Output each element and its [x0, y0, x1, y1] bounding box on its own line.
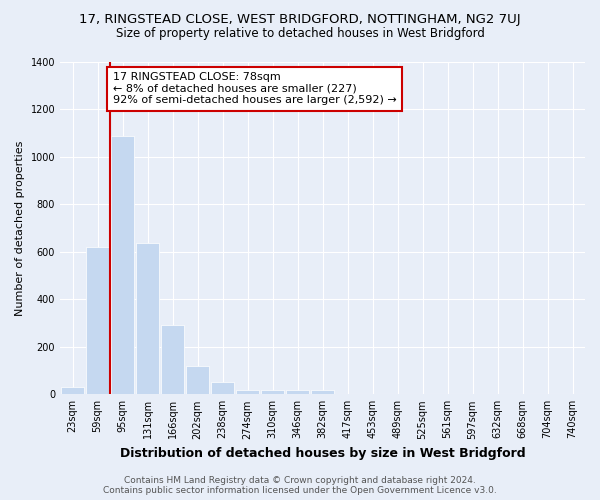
Bar: [211, 382, 235, 394]
Bar: [286, 390, 310, 394]
Bar: [110, 136, 134, 394]
X-axis label: Distribution of detached houses by size in West Bridgford: Distribution of detached houses by size …: [120, 447, 526, 460]
Bar: [236, 390, 259, 394]
Bar: [311, 390, 334, 394]
Text: 17 RINGSTEAD CLOSE: 78sqm
← 8% of detached houses are smaller (227)
92% of semi-: 17 RINGSTEAD CLOSE: 78sqm ← 8% of detach…: [113, 72, 396, 106]
Bar: [161, 326, 184, 394]
Y-axis label: Number of detached properties: Number of detached properties: [15, 140, 25, 316]
Bar: [185, 366, 209, 394]
Text: Size of property relative to detached houses in West Bridgford: Size of property relative to detached ho…: [116, 28, 484, 40]
Text: Contains HM Land Registry data © Crown copyright and database right 2024.
Contai: Contains HM Land Registry data © Crown c…: [103, 476, 497, 495]
Bar: [136, 244, 160, 394]
Bar: [86, 247, 109, 394]
Bar: [61, 387, 85, 394]
Text: 17, RINGSTEAD CLOSE, WEST BRIDGFORD, NOTTINGHAM, NG2 7UJ: 17, RINGSTEAD CLOSE, WEST BRIDGFORD, NOT…: [79, 12, 521, 26]
Bar: [260, 390, 284, 394]
